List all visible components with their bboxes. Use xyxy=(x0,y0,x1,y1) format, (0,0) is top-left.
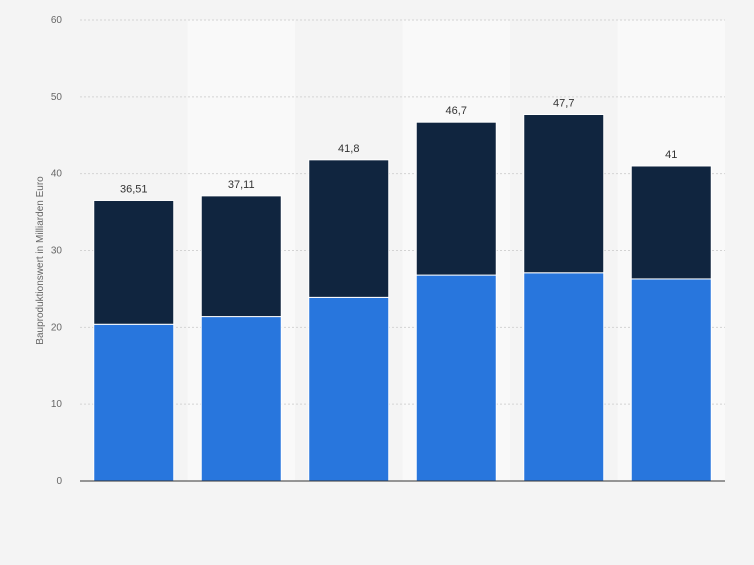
y-tick-label: 10 xyxy=(51,399,63,410)
bar-segment-2 xyxy=(308,159,390,298)
bar-total-label: 36,51 xyxy=(120,183,148,195)
bar-segment-1 xyxy=(308,296,390,482)
bar-total-label: 41,8 xyxy=(338,143,359,155)
bar-segment-1 xyxy=(630,278,712,482)
y-tick-label: 30 xyxy=(51,246,63,257)
bar-segment-2 xyxy=(200,195,282,318)
bar-segment-1 xyxy=(200,316,282,482)
bar-total-label: 47,7 xyxy=(553,98,574,110)
bar-segment-2 xyxy=(93,199,175,325)
bar-segment-2 xyxy=(630,165,712,280)
bar-segment-1 xyxy=(523,272,605,482)
y-axis-label: Bauproduktionswert in Milliarden Euro xyxy=(35,176,46,345)
bar-segment-2 xyxy=(415,121,497,276)
bar-total-label: 46,7 xyxy=(446,105,467,117)
bar-segment-2 xyxy=(523,114,605,274)
y-tick-label: 0 xyxy=(56,476,62,487)
y-tick-label: 20 xyxy=(51,322,63,333)
y-tick-label: 40 xyxy=(51,169,63,180)
bar-total-label: 41 xyxy=(665,149,677,161)
bar-segment-1 xyxy=(415,274,497,482)
y-tick-label: 60 xyxy=(51,15,63,26)
y-tick-label: 50 xyxy=(51,92,63,103)
bar-total-label: 37,11 xyxy=(228,179,255,191)
bar-segment-1 xyxy=(93,323,175,482)
